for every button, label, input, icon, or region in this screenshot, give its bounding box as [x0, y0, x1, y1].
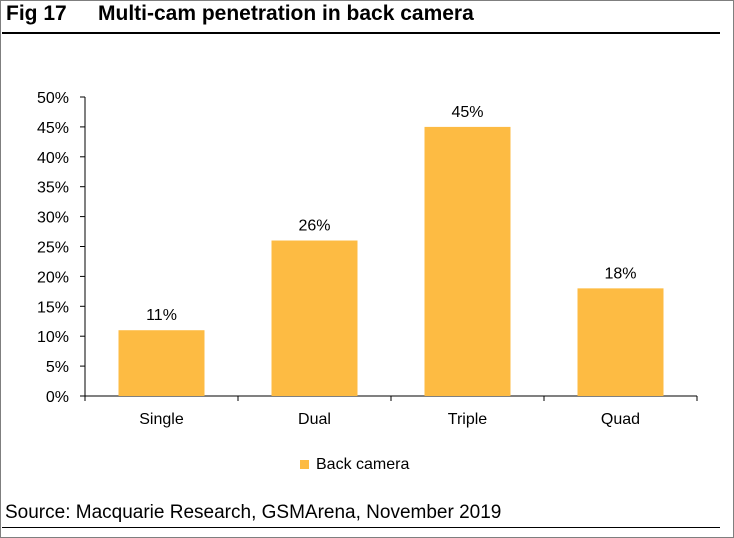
- figure-title: Multi-cam penetration in back camera: [98, 2, 474, 25]
- y-tick-label: 10%: [37, 329, 69, 346]
- bar: [271, 240, 358, 396]
- legend-swatch: [300, 460, 309, 469]
- x-tick-label: Dual: [298, 411, 331, 428]
- bar: [577, 288, 664, 396]
- legend-label: Back camera: [316, 456, 409, 473]
- data-label: 26%: [298, 218, 330, 235]
- x-tick-label: Triple: [448, 411, 488, 428]
- footer-rule: [2, 527, 720, 528]
- y-tick-label: 20%: [37, 269, 69, 286]
- y-tick-label: 15%: [37, 299, 69, 316]
- data-label: 45%: [451, 104, 483, 121]
- bar: [118, 330, 205, 396]
- y-tick-label: 5%: [46, 359, 69, 376]
- x-tick-label: Quad: [601, 411, 640, 428]
- y-tick-label: 0%: [46, 389, 69, 406]
- y-tick-label: 40%: [37, 150, 69, 167]
- y-tick-label: 50%: [37, 90, 69, 107]
- data-label: 11%: [146, 307, 177, 324]
- y-tick-label: 30%: [37, 210, 69, 227]
- data-label: 18%: [604, 265, 636, 282]
- y-tick-label: 35%: [37, 180, 69, 197]
- x-tick-label: Single: [139, 411, 184, 428]
- y-tick-label: 25%: [37, 240, 69, 257]
- source-note: Source: Macquarie Research, GSMArena, No…: [5, 502, 502, 523]
- figure-header: Fig 17 Multi-cam penetration in back came…: [6, 2, 474, 26]
- header-rule: [2, 32, 720, 34]
- y-tick-label: 45%: [37, 120, 69, 137]
- figure-number: Fig 17: [6, 2, 67, 25]
- bar: [424, 126, 511, 397]
